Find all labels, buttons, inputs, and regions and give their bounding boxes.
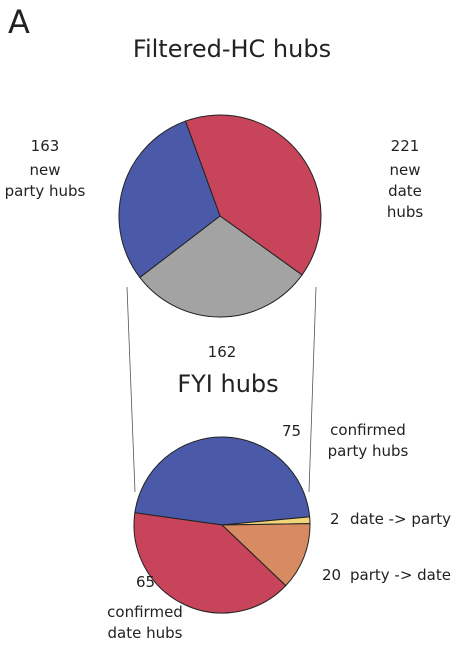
pie-slice bbox=[220, 523, 311, 587]
panel-label: A bbox=[8, 3, 30, 41]
value-label: 65 bbox=[136, 573, 156, 591]
slice-label: date -> party bbox=[350, 510, 451, 528]
pie-slice bbox=[184, 114, 322, 276]
slice-label: new party hubs bbox=[4, 161, 86, 200]
slice-label: confirmed party hubs bbox=[327, 421, 409, 460]
value-label: 163 bbox=[30, 137, 60, 155]
value-label: 2 bbox=[330, 510, 340, 528]
leader-line bbox=[308, 286, 317, 493]
value-label: 75 bbox=[282, 422, 302, 440]
value-label: 221 bbox=[390, 137, 420, 155]
pie-slice bbox=[134, 436, 311, 526]
slice-label: party -> date bbox=[350, 566, 451, 584]
value-label: 162 bbox=[207, 343, 237, 361]
pie-slice bbox=[133, 512, 287, 614]
pie-slice bbox=[118, 120, 221, 279]
slice-label: confirmed date hubs bbox=[107, 603, 183, 642]
pie-slice bbox=[139, 215, 303, 318]
value-label: 20 bbox=[322, 566, 342, 584]
leader-line bbox=[126, 286, 136, 493]
chart-title: Filtered-HC hubs bbox=[132, 35, 332, 63]
chart-title: FYI hubs bbox=[177, 370, 279, 398]
slice-label: new date hubs bbox=[386, 161, 424, 221]
